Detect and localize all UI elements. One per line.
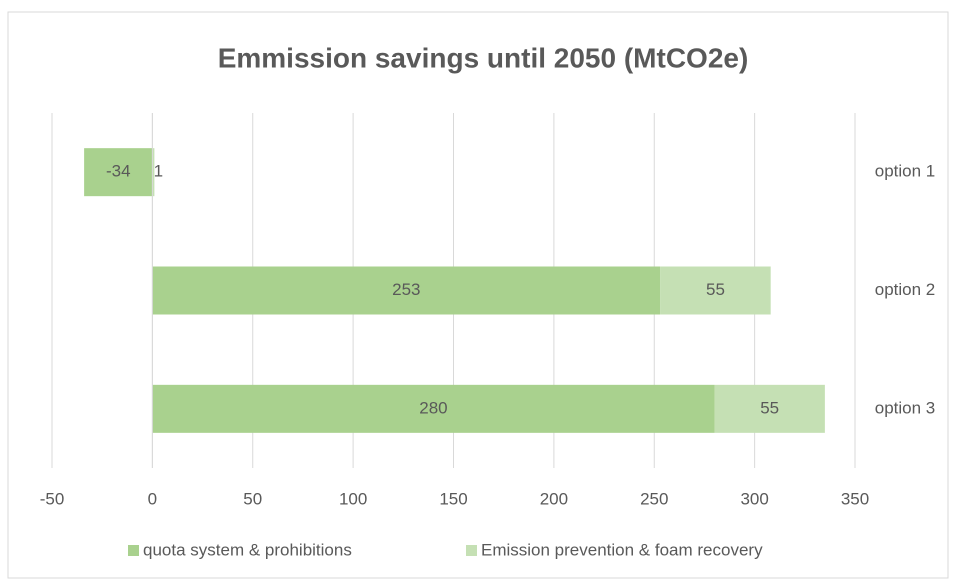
data-label: -34 — [106, 162, 131, 181]
bar — [152, 148, 155, 197]
bar — [84, 148, 153, 197]
x-tick-label: 200 — [540, 489, 568, 508]
bar — [714, 384, 825, 433]
x-tick-label: -50 — [40, 489, 65, 508]
data-label: 1 — [154, 162, 163, 181]
x-tick-label: 50 — [243, 489, 262, 508]
x-tick-label: 150 — [439, 489, 467, 508]
x-tick-label: 100 — [339, 489, 367, 508]
legend-label: Emission prevention & foam recovery — [481, 540, 763, 559]
x-tick-label: 350 — [841, 489, 869, 508]
data-label: 55 — [760, 398, 779, 417]
bar — [660, 266, 771, 315]
data-label: 253 — [392, 280, 420, 299]
x-tick-label: 0 — [148, 489, 157, 508]
category-label: option 2 — [875, 280, 936, 299]
category-label: option 3 — [875, 398, 936, 417]
chart-title: Emmission savings until 2050 (MtCO2e) — [218, 42, 749, 73]
data-label: 280 — [419, 398, 447, 417]
bar — [152, 384, 715, 433]
data-label: 55 — [706, 280, 725, 299]
legend-swatch — [466, 545, 477, 556]
legend-label: quota system & prohibitions — [143, 540, 352, 559]
category-label: option 1 — [875, 162, 936, 181]
legend-swatch — [128, 545, 139, 556]
bar — [152, 266, 661, 315]
x-tick-label: 250 — [640, 489, 668, 508]
x-tick-label: 300 — [740, 489, 768, 508]
